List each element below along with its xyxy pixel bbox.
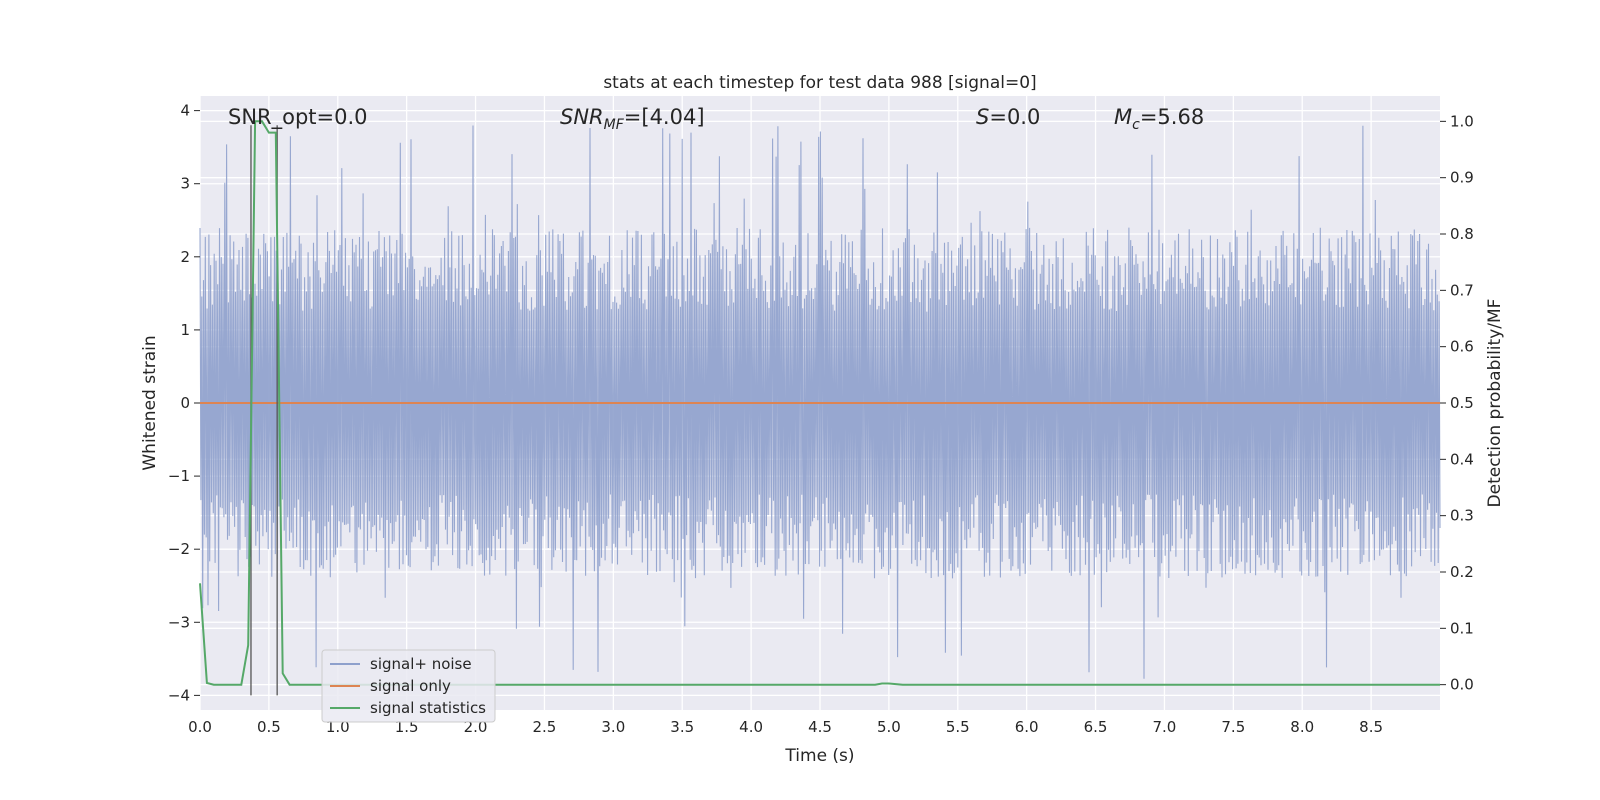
y2-tick-label: 0.7 — [1450, 281, 1474, 299]
legend-label-noise: signal+ noise — [370, 655, 472, 673]
x-tick-label: 4.5 — [808, 718, 832, 736]
annotation-s-value: =0.0 — [989, 105, 1040, 129]
legend-box — [321, 649, 496, 723]
legend-label-signal-only: signal only — [370, 677, 451, 695]
annotation-mc-sub: c — [1132, 117, 1140, 133]
annotation-snr-mf-value: =[4.04] — [624, 105, 705, 129]
annotation-s: S=0.0 — [976, 105, 1040, 129]
y2-tick-label: 0.5 — [1450, 394, 1474, 412]
y-axis-label: Whitened strain — [140, 335, 160, 470]
legend-label-statistics: signal statistics — [370, 699, 486, 717]
y-tick-label: −3 — [168, 613, 190, 631]
annotation-mc-value: =5.68 — [1140, 105, 1204, 129]
y-tick-label: −1 — [168, 467, 190, 485]
x-axis-label: Time (s) — [784, 746, 854, 766]
x-tick-label: 3.0 — [601, 718, 625, 736]
x-axis-ticks: 0.0 0.5 1.0 1.5 2.0 2.5 3.0 3.5 4.0 4.5 5.0 5.5 6.0 6… — [188, 718, 1383, 736]
y2-tick-label: 0.3 — [1450, 507, 1474, 525]
x-tick-label: 8.5 — [1359, 718, 1383, 736]
y2-tick-label: 0.6 — [1450, 338, 1474, 356]
chart-title: stats at each timestep for test data 988… — [603, 73, 1036, 93]
x-tick-label: 8.0 — [1290, 718, 1314, 736]
x-tick-label: 7.5 — [1221, 718, 1245, 736]
y2-tick-label: 0.9 — [1450, 169, 1474, 187]
y-tick-label: 0 — [180, 394, 190, 412]
x-tick-label: 0.0 — [188, 718, 212, 736]
annotation-snr-opt: SNR_opt=0.0 — [228, 105, 368, 130]
y2-tick-label: 1.0 — [1450, 112, 1474, 130]
x-tick-label: 6.0 — [1015, 718, 1039, 736]
annotation-snr-mf-main: SNR — [560, 105, 604, 129]
x-tick-label: 6.5 — [1084, 718, 1108, 736]
y2-tick-label: 0.4 — [1450, 450, 1474, 468]
annotation-s-main: S — [976, 105, 989, 129]
x-tick-label: 5.0 — [877, 718, 901, 736]
y-tick-label: 1 — [180, 321, 190, 339]
x-tick-label: 0.5 — [257, 718, 281, 736]
y2-axis-ticks: 1.0 0.9 0.8 0.7 0.6 0.5 0.4 0.3 0.2 0.1 0.0 — [1440, 112, 1474, 694]
y-tick-label: 4 — [180, 102, 190, 120]
y-tick-label: −4 — [168, 686, 190, 704]
annotation-mc: Mc=5.68 — [1114, 105, 1204, 133]
x-tick-label: 3.5 — [670, 718, 694, 736]
annotation-snr-mf: SNRMF=[4.04] — [560, 105, 705, 133]
x-tick-label: 7.0 — [1153, 718, 1177, 736]
noise-line — [199, 125, 1441, 679]
signal-statistics-series — [199, 120, 1440, 686]
y2-tick-label: 0.8 — [1450, 225, 1474, 243]
x-tick-label: 2.5 — [533, 718, 557, 736]
y-tick-label: 3 — [180, 175, 190, 193]
signal-noise-series — [199, 125, 1441, 679]
x-tick-label: 4.0 — [739, 718, 763, 736]
y-axis-ticks: 4 3 2 1 0 −1 −2 −3 −4 — [168, 102, 200, 704]
y2-tick-label: 0.2 — [1450, 563, 1474, 581]
y2-axis-label: Detection probability/MF — [1485, 299, 1505, 508]
annotation-snr-mf-sub: MF — [604, 117, 625, 133]
y2-tick-label: 0.1 — [1450, 619, 1474, 637]
statistics-line — [199, 120, 1440, 686]
y2-tick-label: 0.0 — [1450, 676, 1474, 694]
legend: signal+ noise signal only signal statist… — [321, 649, 496, 723]
annotation-mc-main: M — [1114, 105, 1132, 129]
x-tick-label: 5.5 — [946, 718, 970, 736]
y-tick-label: 2 — [180, 248, 190, 266]
y-tick-label: −2 — [168, 540, 190, 558]
